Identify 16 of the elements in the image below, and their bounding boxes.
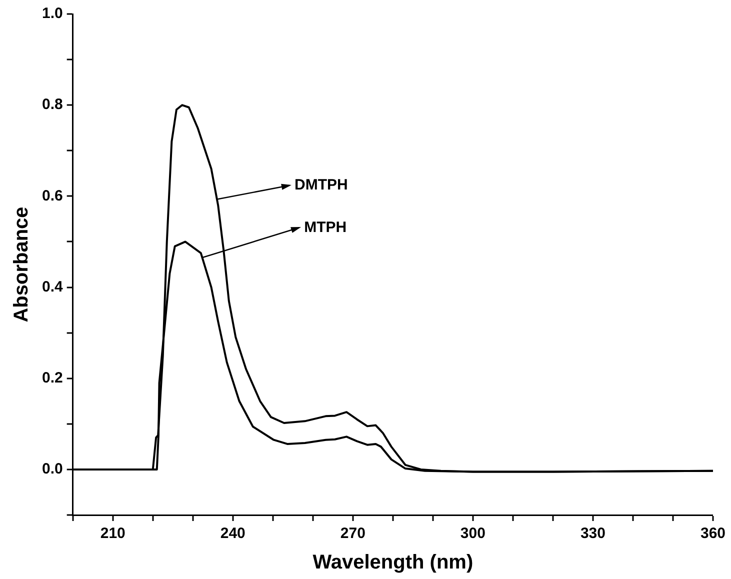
x-tick-label: 300 <box>460 525 486 542</box>
y-tick-label: 0.4 <box>42 278 64 296</box>
x-tick-label: 240 <box>220 525 246 542</box>
x-tick-label: 360 <box>700 525 726 542</box>
annotation: DMTPH <box>294 176 348 194</box>
x-tick-label: 270 <box>340 525 366 542</box>
y-tick-label: 0.6 <box>42 187 63 204</box>
x-tick-label: 210 <box>100 525 126 542</box>
x-axis-title: Wavelength (nm) <box>312 552 474 574</box>
annotation: MTPH <box>304 218 347 236</box>
y-tick-label: 0.2 <box>42 370 63 387</box>
y-axis-title: Absorbance <box>10 206 33 322</box>
y-tick-label: 0.8 <box>42 96 63 114</box>
y-tick-label: 0.0 <box>42 460 63 478</box>
y-tick-label: 1.0 <box>42 5 63 22</box>
x-tick-label: 330 <box>580 525 606 542</box>
